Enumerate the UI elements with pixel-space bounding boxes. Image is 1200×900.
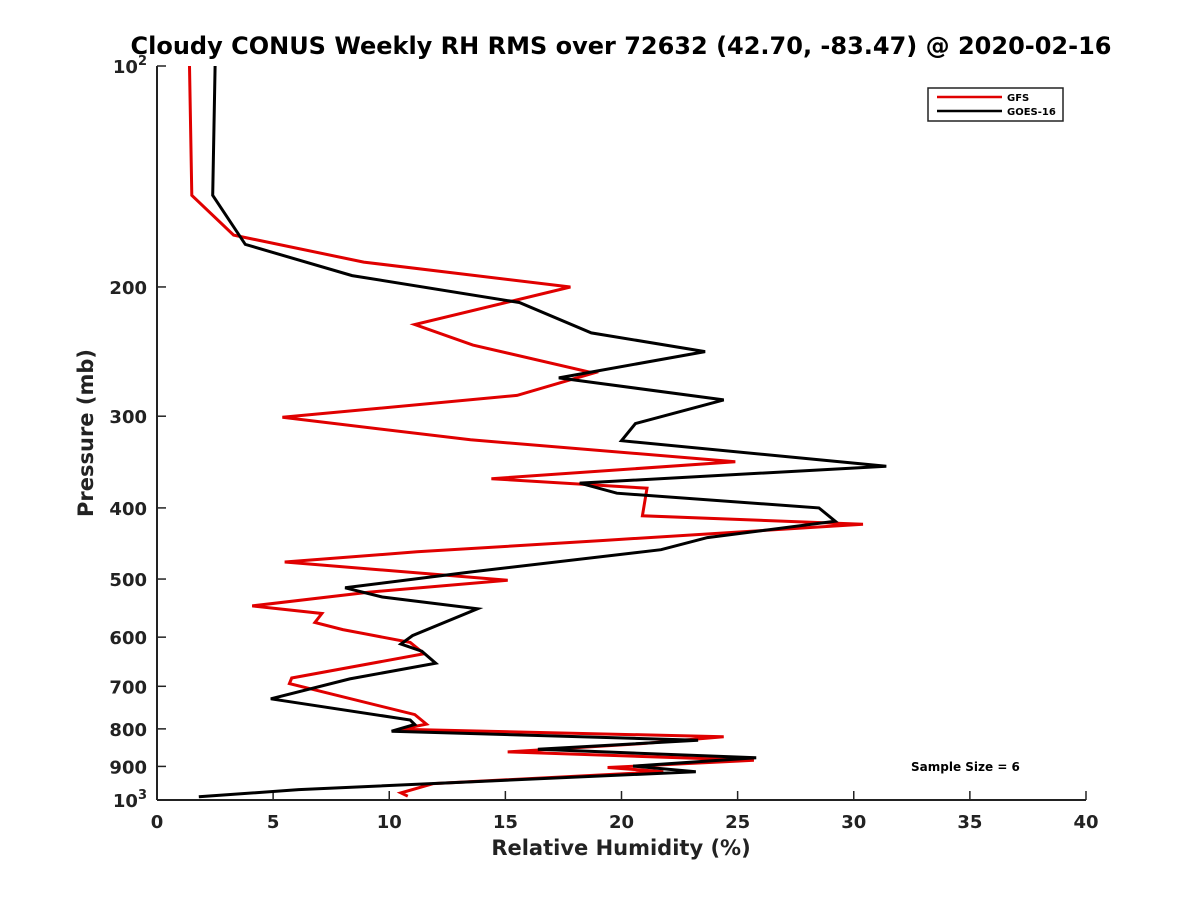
x-axis-label: Relative Humidity (%) (491, 836, 750, 860)
x-ticks: 0 5 10 15 20 25 30 35 40 (151, 791, 1099, 833)
legend: GFS GOES-16 (927, 87, 1064, 122)
y-tick-label: 102 (113, 54, 147, 78)
x-tick-label: 35 (957, 812, 982, 833)
x-tick-label: 30 (841, 812, 866, 833)
series-lines (188, 65, 887, 799)
series-line-gfs (188, 65, 864, 798)
x-tick-label: 25 (725, 812, 750, 833)
chart-title: Cloudy CONUS Weekly RH RMS over 72632 (4… (131, 32, 1112, 60)
x-tick-label: 20 (609, 812, 634, 833)
legend-label-goes16: GOES-16 (1007, 107, 1056, 118)
x-tick-label: 5 (267, 812, 280, 833)
y-tick-label: 800 (109, 720, 147, 741)
y-tick-label: 200 (109, 278, 147, 299)
y-ticks: 102 200 300 400 500 600 700 800 900 103 (109, 54, 166, 812)
y-tick-label: 500 (109, 570, 147, 591)
y-tick-label: 103 (113, 788, 147, 812)
x-tick-label: 15 (493, 812, 518, 833)
x-tick-label: 10 (377, 812, 402, 833)
y-tick-label: 400 (109, 499, 147, 520)
sample-size-annotation: Sample Size = 6 (911, 760, 1020, 774)
legend-box (927, 87, 1064, 122)
x-tick-label: 40 (1073, 812, 1098, 833)
axes (156, 66, 1086, 801)
y-tick-label: 900 (109, 757, 147, 778)
series-line-goes16 (198, 65, 887, 799)
y-axis-label: Pressure (mb) (74, 349, 98, 517)
y-tick-label: 700 (109, 677, 147, 698)
y-tick-label: 300 (109, 407, 147, 428)
x-tick-label: 0 (151, 812, 164, 833)
legend-label-gfs: GFS (1007, 93, 1029, 104)
y-tick-label: 600 (109, 628, 147, 649)
